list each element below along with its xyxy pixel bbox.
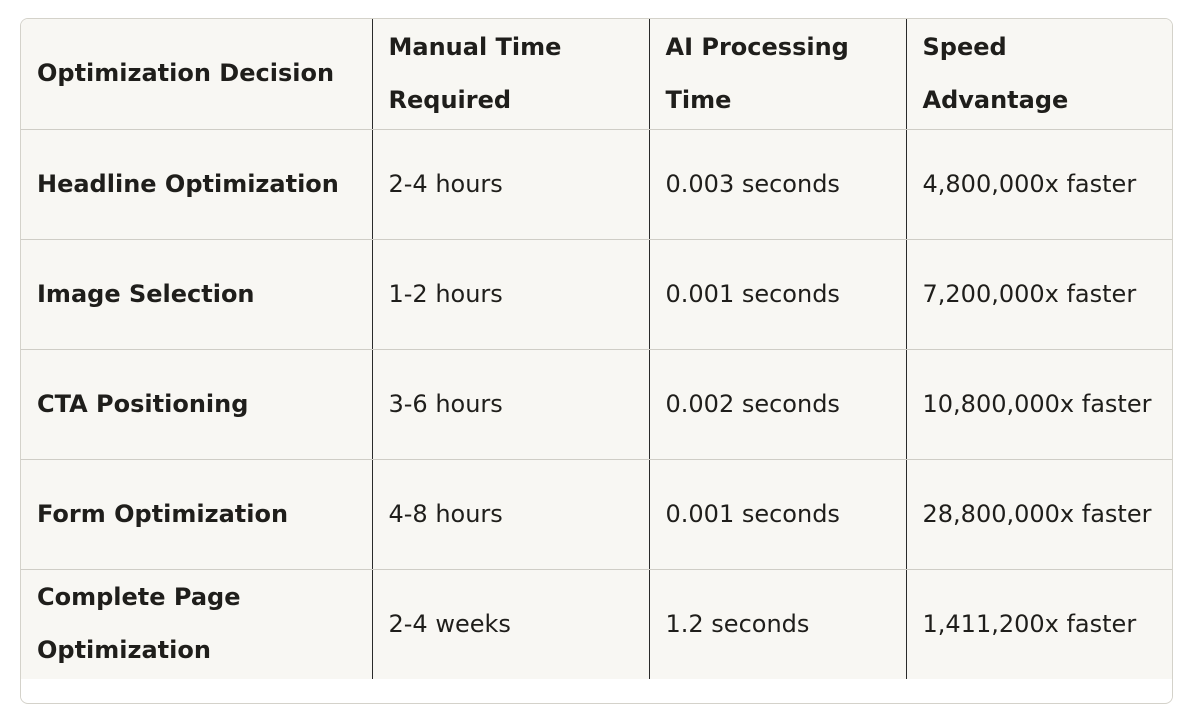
table-row: Image Selection 1-2 hours 0.001 seconds … bbox=[21, 239, 1172, 350]
card-bottom-padding bbox=[21, 679, 1172, 701]
comparison-table-card: Optimization Decision Manual Time Requir… bbox=[20, 18, 1173, 704]
cell-ai-time: 0.002 seconds bbox=[649, 349, 907, 460]
cell-ai-time: 0.003 seconds bbox=[649, 129, 907, 240]
header-speed-advantage: Speed Advantage bbox=[906, 19, 1172, 130]
cell-manual-time: 1-2 hours bbox=[372, 239, 650, 350]
table-row: Form Optimization 4-8 hours 0.001 second… bbox=[21, 459, 1172, 570]
comparison-table: Optimization Decision Manual Time Requir… bbox=[21, 19, 1172, 679]
header-ai-processing-time: AI Processing Time bbox=[649, 19, 907, 130]
cell-ai-time: 0.001 seconds bbox=[649, 239, 907, 350]
table-row: Complete Page Optimization 2-4 weeks 1.2… bbox=[21, 569, 1172, 679]
cell-decision: Headline Optimization bbox=[21, 129, 373, 240]
cell-decision: Image Selection bbox=[21, 239, 373, 350]
cell-speed-advantage: 7,200,000x faster bbox=[906, 239, 1172, 350]
cell-speed-advantage: 1,411,200x faster bbox=[922, 609, 1137, 638]
table-header-row: Optimization Decision Manual Time Requir… bbox=[21, 19, 1172, 130]
cell-decision: Form Optimization bbox=[21, 459, 373, 570]
table-row: Headline Optimization 2-4 hours 0.003 se… bbox=[21, 129, 1172, 240]
cell-decision: Complete Page Optimization bbox=[21, 569, 373, 679]
table-row: CTA Positioning 3-6 hours 0.002 seconds … bbox=[21, 349, 1172, 460]
cell-speed-advantage: 28,800,000x faster bbox=[906, 459, 1172, 570]
cell-speed-advantage: 10,800,000x faster bbox=[906, 349, 1172, 460]
header-optimization-decision: Optimization Decision bbox=[21, 19, 373, 130]
cell-decision: CTA Positioning bbox=[21, 349, 373, 460]
cell-manual-time: 4-8 hours bbox=[372, 459, 650, 570]
cell-manual-time: 2-4 hours bbox=[372, 129, 650, 240]
cell-manual-time: 2-4 weeks bbox=[372, 569, 650, 679]
cell-speed-advantage: 4,800,000x faster bbox=[906, 129, 1172, 240]
cell-manual-time: 3-6 hours bbox=[372, 349, 650, 460]
cell-ai-time: 1.2 seconds bbox=[649, 569, 907, 679]
cell-ai-time: 0.001 seconds bbox=[649, 459, 907, 570]
header-manual-time: Manual Time Required bbox=[372, 19, 650, 130]
